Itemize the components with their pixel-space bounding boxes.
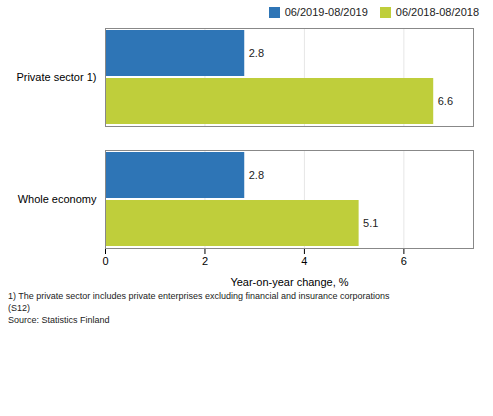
svg-text:2.8: 2.8	[249, 169, 264, 181]
html-text:1) The private sector includes: 1) The private sector includes private e…	[8, 291, 390, 301]
html-text:Source: Statistics Finland: Source: Statistics Finland	[8, 315, 110, 326]
svg-text:Private sector 1): Private sector 1)	[16, 71, 96, 83]
svg-text:2.8: 2.8	[249, 47, 264, 59]
svg-text:6: 6	[401, 255, 407, 267]
svg-text:2: 2	[202, 255, 208, 267]
svg-text:6.6: 6.6	[438, 95, 453, 107]
html-text:06/2018-08/2018: 06/2018-08/2018	[395, 6, 479, 18]
html-text:06/2019-08/2019: 06/2019-08/2019	[284, 6, 368, 18]
svg-text:5.1: 5.1	[363, 217, 378, 229]
svg-text:Whole economy: Whole economy	[18, 193, 97, 205]
html-text:(S12): (S12)	[8, 303, 30, 314]
svg-text:Year-on-year change, %: Year-on-year change, %	[230, 276, 348, 288]
svg-text:4: 4	[301, 255, 307, 267]
svg-text:0: 0	[102, 255, 108, 267]
